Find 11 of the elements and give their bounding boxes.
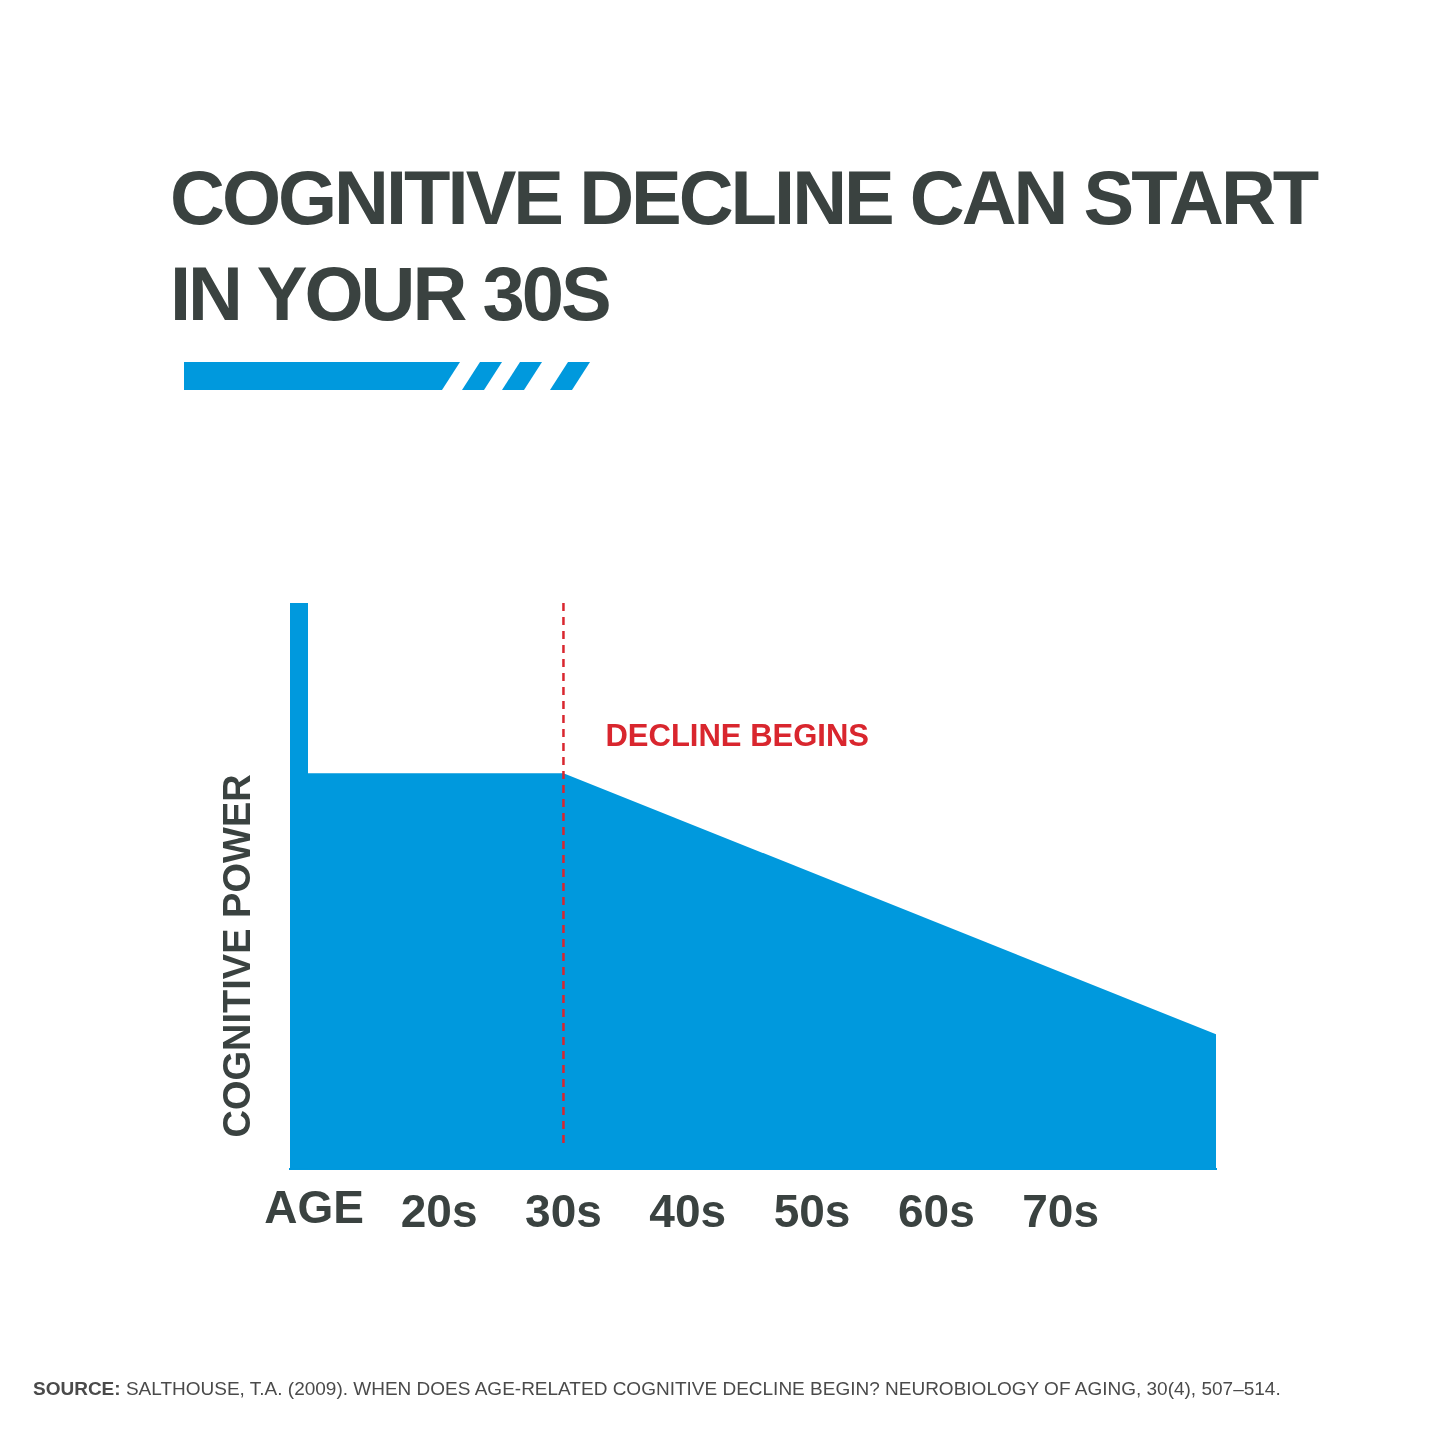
x-tick-label: 60s	[897, 1185, 975, 1238]
x-tick-label: 70s	[1022, 1185, 1100, 1238]
source-note: SOURCE: SALTHOUSE, T.A. (2009). WHEN DOES AGE-RELATED COGNITIVE DECLINE BEGIN? NEUROBIOLOGY OF AGING, 30(4), 507–514.	[33, 1378, 1281, 1400]
chart-title: COGNITIVE DECLINE CAN START IN YOUR 30S	[170, 154, 1318, 338]
x-tick-label: 40s	[649, 1185, 727, 1238]
x-axis-title: AGE	[264, 1181, 364, 1234]
y-axis-title: COGNITIVE POWER	[216, 774, 259, 1138]
ref-line-label: DECLINE BEGINS	[605, 717, 869, 753]
x-tick-label: 50s	[773, 1185, 851, 1238]
x-tick-label: 30s	[525, 1185, 602, 1238]
x-tick-label: 20s	[400, 1185, 478, 1238]
